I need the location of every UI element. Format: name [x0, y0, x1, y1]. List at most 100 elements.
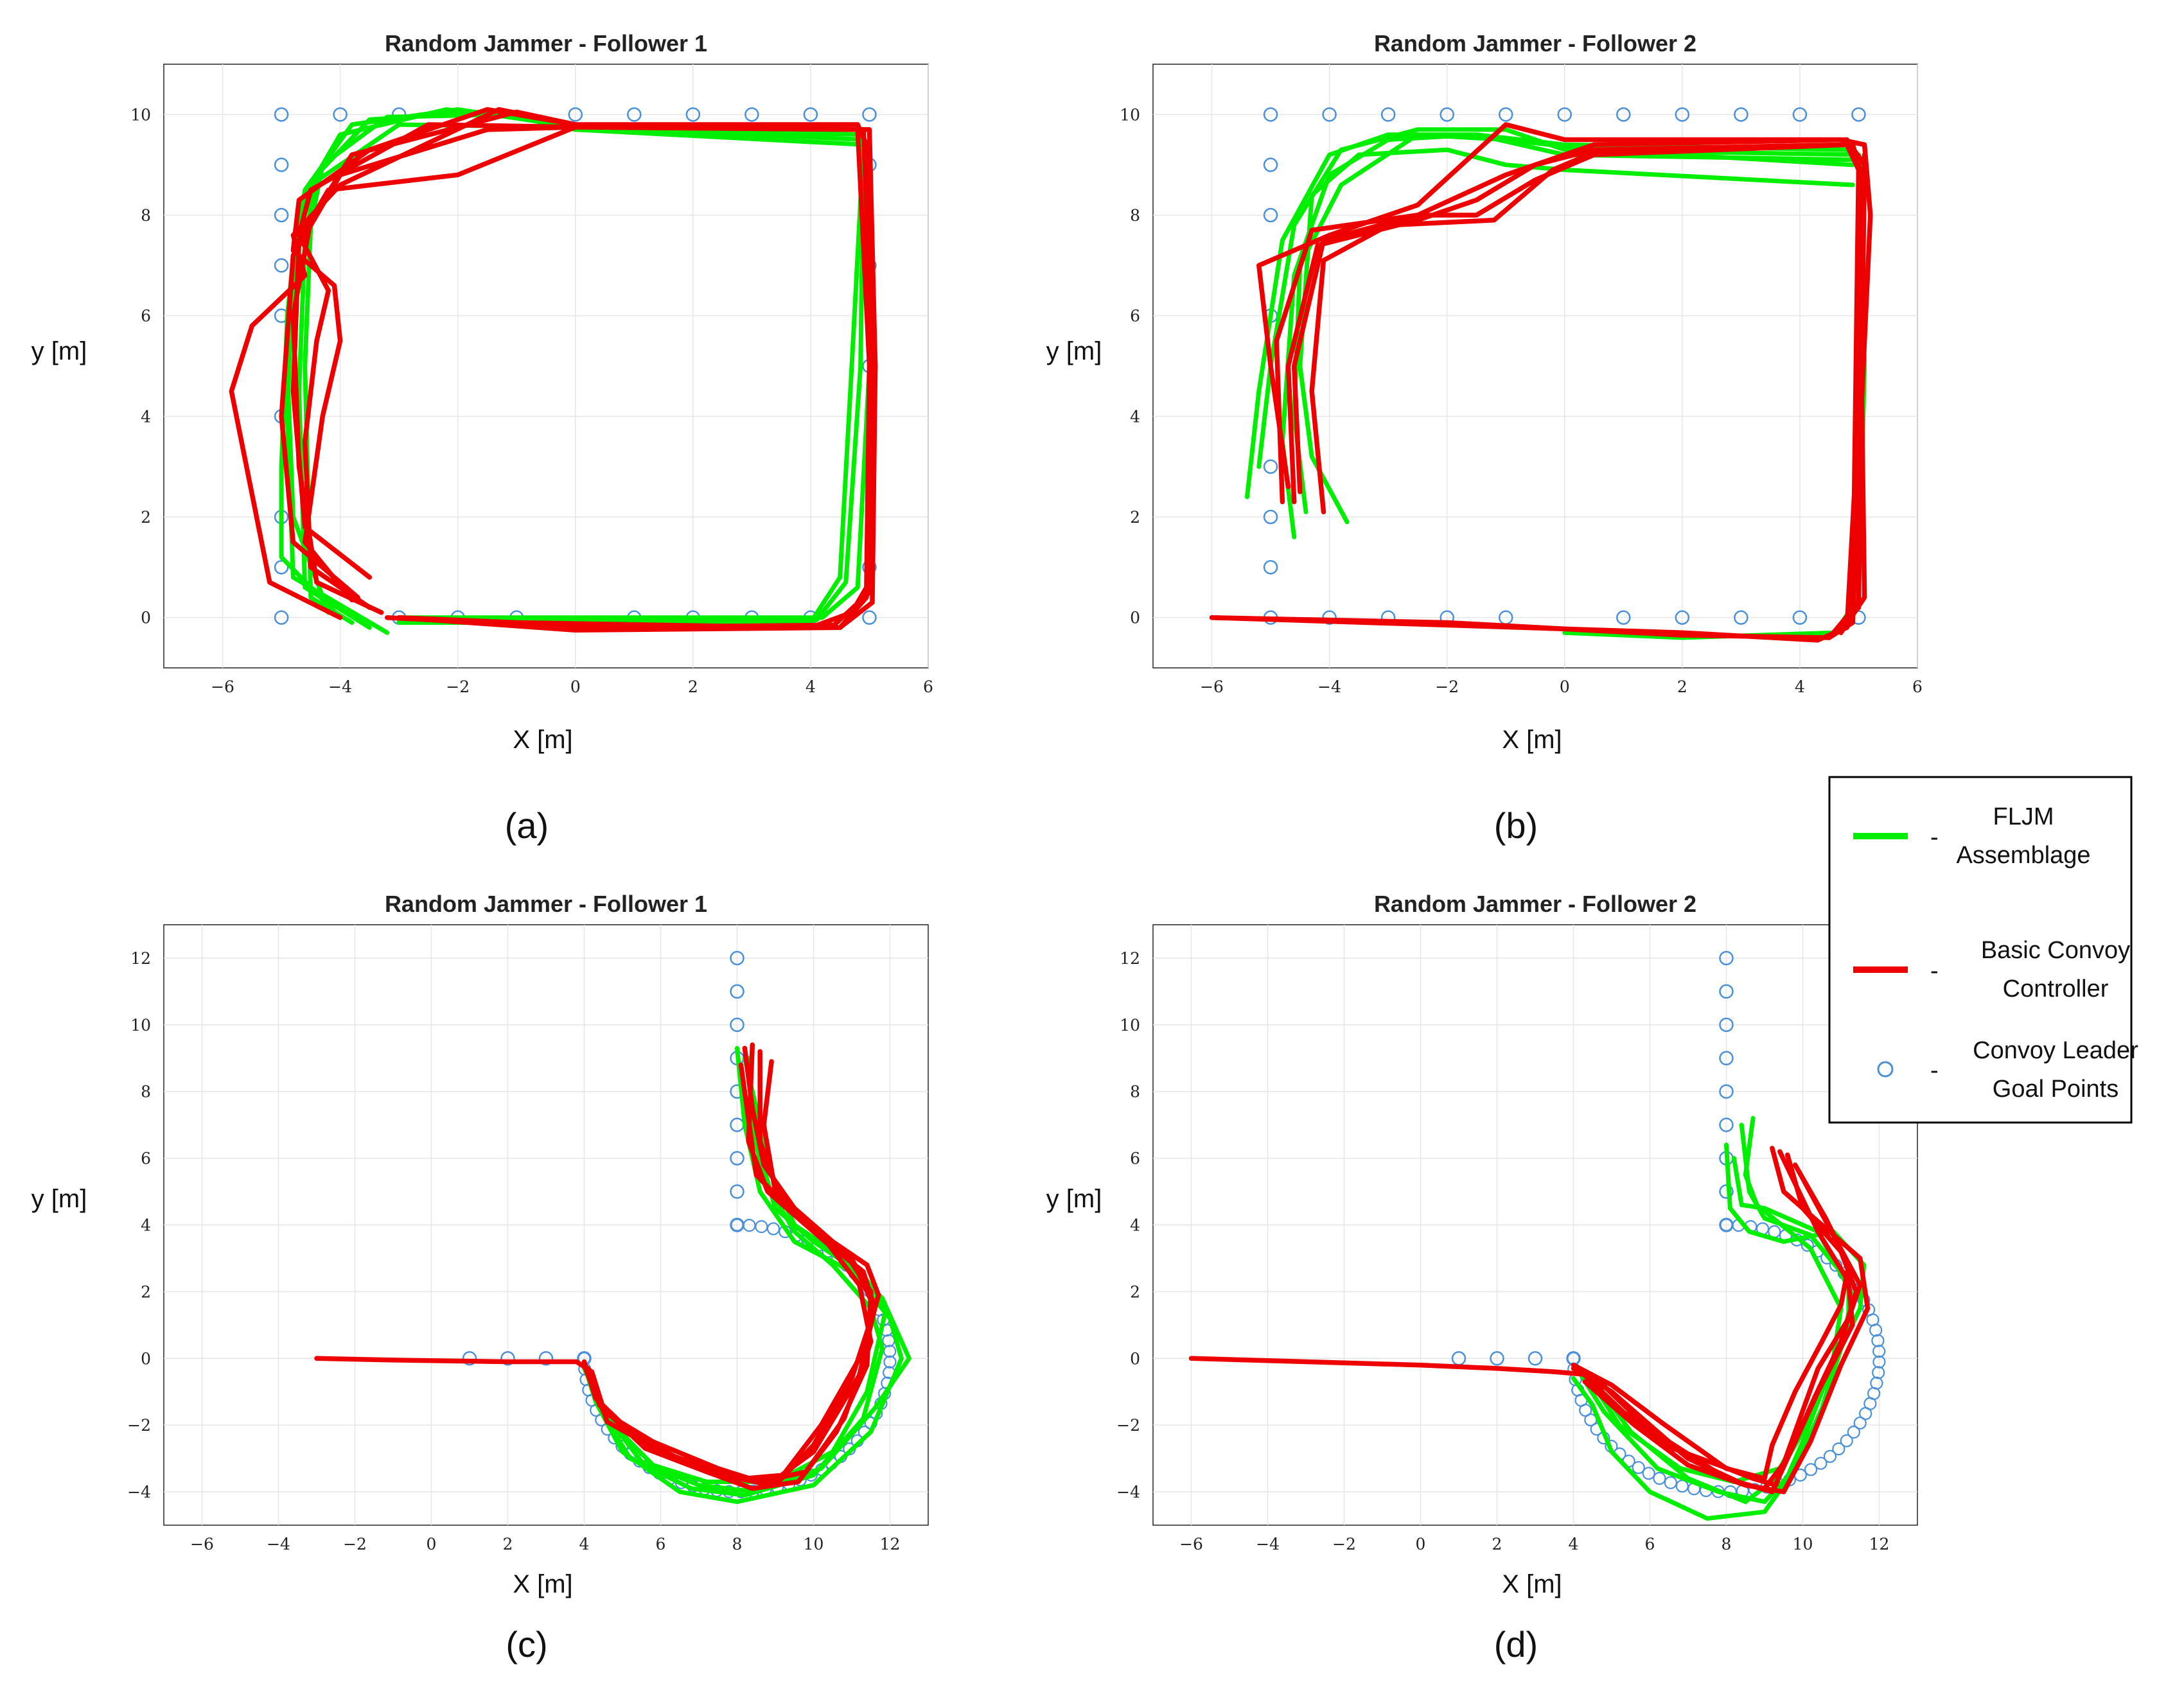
chart-c-xtick-label-0: −6: [190, 1535, 214, 1553]
chart-c-xtick-label-1: −4: [267, 1535, 290, 1553]
chart-b-xtick-label-5: 4: [1795, 677, 1805, 696]
chart-a-goal-point-27: [274, 610, 289, 625]
chart-d-goal-point-5: [1719, 984, 1734, 999]
chart-b-title: Random Jammer - Follower 2: [1374, 30, 1696, 57]
chart-a-goal-point-7: [803, 107, 818, 122]
chart-c-ylabel: y [m]: [31, 1185, 87, 1213]
chart-c-ytick-label-1: −2: [127, 1416, 151, 1435]
chart-b-goal-point-16: [1263, 560, 1278, 575]
chart-d-arc-goal-point-37: [1870, 1376, 1883, 1390]
chart-b-goal-point-12: [1263, 207, 1278, 223]
chart-d-xtick-label-5: 4: [1569, 1535, 1579, 1553]
chart-c-arc-goal-point-39: [883, 1355, 897, 1368]
chart-d-goal-point-7: [1719, 1051, 1734, 1066]
chart-a-goal-point-21: [862, 610, 877, 625]
chart-d-goal-point-2: [1528, 1351, 1543, 1366]
chart-d-xtick-label-3: 0: [1416, 1535, 1426, 1553]
chart-c-title: Random Jammer - Follower 1: [385, 891, 707, 917]
chart-c-arc-goal-point-59: [730, 1218, 744, 1232]
legend-dash-2: -: [1930, 957, 1939, 984]
chart-c-ytick-label-5: 6: [141, 1149, 151, 1168]
chart-b-xtick-label-1: −4: [1317, 677, 1341, 696]
chart-c-xtick-label-7: 8: [732, 1535, 743, 1553]
chart-c-ytick-label-3: 2: [141, 1282, 151, 1301]
chart-a-xtick-label-3: 0: [570, 677, 581, 696]
legend-dash-3: -: [1930, 1057, 1939, 1084]
chart-a-title: Random Jammer - Follower 1: [385, 30, 707, 57]
chart-b-xtick-label-2: −2: [1435, 677, 1459, 696]
chart-d-arc-goal-point-27: [1804, 1463, 1818, 1476]
chart-d-goal-point-11: [1719, 1184, 1734, 1199]
chart-b-goal-point-8: [1734, 107, 1748, 122]
chart-d-xtick-label-4: 2: [1492, 1535, 1502, 1553]
chart-a-ytick-label-5: 10: [130, 105, 151, 124]
chart-a-goal-point-10: [274, 207, 289, 223]
chart-c-ytick-label-2: 0: [141, 1349, 151, 1368]
chart-b-goal-point-3: [1440, 107, 1454, 122]
chart-c-xtick-label-5: 4: [579, 1535, 590, 1553]
chart-c-ytick-label-6: 8: [141, 1083, 151, 1101]
chart-b-goal-point-14: [1263, 459, 1278, 474]
chart-d-xtick-label-1: −4: [1256, 1535, 1280, 1553]
chart-b-goal-point-6: [1616, 107, 1631, 122]
chart-a-ytick-label-3: 6: [141, 307, 151, 326]
chart-b-ytick-label-4: 8: [1130, 206, 1140, 225]
chart-d-caption: (d): [1494, 1624, 1538, 1665]
chart-d-goal-point-9: [1719, 1117, 1734, 1132]
chart-c-goal-point-5: [730, 984, 744, 999]
chart-b-xtick-label-6: 6: [1912, 677, 1923, 696]
chart-b-goal-point-1: [1322, 107, 1337, 122]
chart-d-arc-goal-point-28: [1814, 1456, 1827, 1470]
chart-b-ylabel: y [m]: [1046, 337, 1102, 365]
legend-label-goal-1: Convoy Leader: [1973, 1037, 2138, 1064]
chart-d-arc-goal-point-38: [1872, 1366, 1885, 1379]
chart-b-ytick-label-2: 4: [1130, 407, 1140, 426]
chart-d-ytick-label-2: 0: [1130, 1349, 1140, 1368]
chart-a: −6 −4 −2 0 2 4 6 0 2 4 6 8 10 Random Jammer - Followe…: [31, 30, 933, 846]
chart-a-ytick-label-1: 2: [141, 508, 151, 527]
chart-a-caption: (a): [505, 805, 549, 846]
chart-c-ytick-label-8: 12: [130, 949, 151, 968]
chart-b-xtick-label-4: 2: [1677, 677, 1687, 696]
chart-d-arc-goal-point-14: [1653, 1472, 1666, 1485]
chart-b-fljm-run-1: [1256, 127, 1867, 469]
chart-d-xlabel: X [m]: [1502, 1570, 1562, 1598]
chart-a-goal-point-8: [862, 107, 877, 122]
chart-a-goal-point-1: [333, 107, 348, 122]
chart-c-xtick-label-8: 10: [804, 1535, 824, 1553]
chart-b-fljm-run-3: [1298, 147, 1855, 525]
chart-d-goal-point-6: [1719, 1017, 1734, 1033]
chart-c-goal-point-0: [462, 1351, 477, 1366]
chart-a-basic-run-3: [229, 107, 578, 620]
chart-c-fljm-run-3: [582, 1062, 888, 1484]
chart-c: −6 −4 −2 0 2 4 6 8 10 12 −4 −2 0 2 4 6 8 10 12 Random Jamme…: [31, 891, 929, 1665]
chart-d-arc-goal-point-32: [1847, 1426, 1860, 1439]
chart-d: −6 −4 −2 0 2 4 6 8 10 12 −4 −2 0 2 4 6 8 10 12 Random Jamme…: [1046, 891, 1918, 1665]
chart-a-goal-point-11: [274, 258, 289, 273]
chart-a-goal-point-0: [274, 107, 289, 122]
chart-c-xtick-label-3: 0: [427, 1535, 437, 1553]
chart-d-ytick-label-4: 4: [1130, 1216, 1140, 1235]
chart-c-goal-point-6: [730, 1017, 744, 1033]
chart-a-goal-point-9: [274, 157, 289, 172]
chart-panels: −6 −4 −2 0 2 4 6 0 2 4 6 8 10 Random Jammer - Followe…: [31, 30, 1923, 1665]
legend: - FLJM Assemblage - Basic Convoy Control…: [1828, 776, 2138, 1124]
chart-d-arc-goal-point-52: [1801, 1239, 1814, 1252]
chart-a-xtick-label-4: 2: [688, 677, 698, 696]
chart-b-goal-point-10: [1851, 107, 1866, 122]
chart-d-arc-goal-point-31: [1840, 1434, 1853, 1447]
chart-c-ytick-label-7: 10: [130, 1016, 151, 1035]
chart-d-arc-goal-point-16: [1675, 1480, 1689, 1493]
chart-b-goal-point-22: [1616, 610, 1631, 625]
chart-c-arc-goal-point-56: [766, 1222, 780, 1236]
chart-a-plot-area: [163, 64, 929, 669]
chart-c-ytick-label-0: −4: [127, 1483, 151, 1501]
chart-d-ytick-label-8: 12: [1120, 949, 1140, 968]
chart-d-xtick-label-0: −6: [1179, 1535, 1203, 1553]
chart-d-goal-point-4: [1719, 950, 1734, 966]
chart-a-goal-point-3: [568, 107, 583, 122]
chart-a-ytick-label-2: 4: [141, 407, 151, 426]
chart-d-goal-point-1: [1490, 1351, 1504, 1366]
chart-c-xlabel: X [m]: [513, 1570, 572, 1598]
chart-d-ytick-label-0: −4: [1116, 1483, 1140, 1501]
